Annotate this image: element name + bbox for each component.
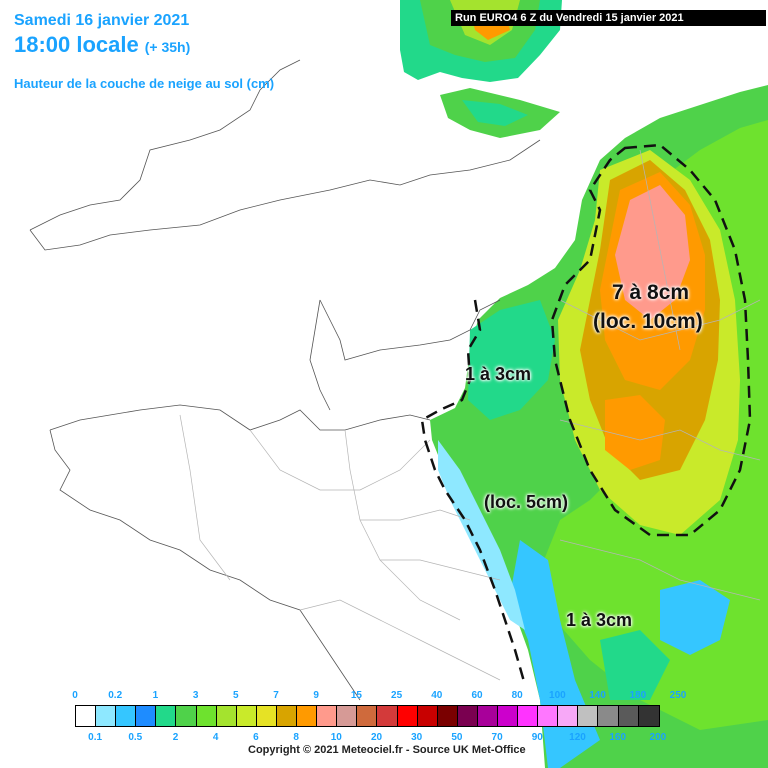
- legend-swatch: [578, 706, 599, 726]
- legend-label-top: 140: [589, 690, 606, 701]
- legend-swatch: [76, 706, 97, 726]
- legend-label-top: 100: [549, 690, 566, 701]
- legend-swatch: [256, 706, 277, 726]
- coastlines: [29, 59, 541, 701]
- legend-swatch: [598, 706, 619, 726]
- legend-swatch: [236, 706, 257, 726]
- legend-swatch: [357, 706, 378, 726]
- legend-label-bottom: 70: [491, 732, 503, 743]
- legend-swatch: [437, 706, 458, 726]
- legend-label-bottom: 2: [172, 732, 179, 743]
- legend-swatch: [216, 706, 237, 726]
- legend-label-bottom: 0.1: [88, 732, 103, 743]
- legend-label-bottom: 20: [370, 732, 383, 743]
- legend-label-bottom: 4: [212, 732, 219, 743]
- legend-label-bottom: 90: [531, 732, 543, 743]
- copyright: Copyright © 2021 Meteociel.fr - Source U…: [248, 744, 526, 756]
- annotation-south-zone: 1 à 3cm: [566, 610, 633, 630]
- legend-label-bottom: 160: [609, 732, 627, 743]
- legend-label-bottom: 8: [293, 732, 299, 743]
- forecast-lead: (+ 35h): [144, 39, 191, 55]
- legend-swatch: [638, 706, 659, 726]
- run-banner: Run EURO4 6 Z du Vendredi 15 janvier 202…: [451, 10, 766, 26]
- legend-label-bottom: 30: [411, 732, 423, 743]
- legend-label-top: 25: [391, 690, 403, 701]
- snow-field-continent: [430, 85, 768, 768]
- legend-swatch: [558, 706, 579, 726]
- legend-swatch: [196, 706, 217, 726]
- legend-swatch: [497, 706, 519, 726]
- parameter-title: Hauteur de la couche de neige au sol (cm…: [14, 76, 275, 91]
- legend-swatch: [518, 706, 539, 726]
- forecast-time: 18:00 locale (+ 35h): [14, 32, 190, 58]
- legend-label-top: 9: [313, 690, 319, 701]
- legend-label-top: 80: [511, 690, 523, 701]
- annotation-center-local: (loc. 5cm): [484, 492, 569, 512]
- legend-swatch: [96, 706, 117, 726]
- legend-swatch: [136, 706, 157, 726]
- legend-swatch: [377, 706, 398, 726]
- dashed-contours: [420, 143, 752, 686]
- legend-label-top: 0.2: [108, 690, 123, 701]
- legend-swatch: [618, 706, 639, 726]
- legend-swatch: [538, 706, 559, 726]
- annotation-west-zone: 1 à 3cm: [465, 364, 532, 384]
- color-legend: 0 0.2 1 3 5 7 9 15 25 40 60 80 100 140 180 250 0.1 0.5 2 4 6…: [72, 690, 697, 743]
- legend-label-top: 15: [350, 690, 362, 701]
- legend-label-top: 180: [629, 690, 647, 701]
- region-borders: [179, 149, 761, 681]
- legend-label-top: 40: [431, 690, 443, 701]
- legend-swatch: [297, 706, 318, 726]
- legend-label-top: 7: [273, 690, 279, 701]
- legend-swatch: [337, 706, 358, 726]
- legend-label-bottom: 120: [569, 732, 586, 743]
- legend-label-top: 1: [152, 690, 159, 701]
- legend-label-top: 5: [233, 690, 239, 701]
- contour-west-zone: [420, 299, 527, 686]
- legend-label-bottom: 6: [253, 732, 259, 743]
- legend-label-top: 3: [192, 690, 199, 701]
- annotation-high-zone-amount: 7 à 8cm: [612, 281, 690, 304]
- legend-label-top: 250: [669, 690, 687, 701]
- legend-swatch: [317, 706, 338, 726]
- legend-color-bar: [75, 705, 660, 727]
- legend-swatch: [156, 706, 177, 726]
- legend-swatch: [116, 706, 137, 726]
- annotation-high-zone-local: (loc. 10cm): [593, 310, 703, 333]
- legend-swatch: [276, 706, 298, 726]
- legend-swatch: [417, 706, 438, 726]
- legend-swatch: [457, 706, 478, 726]
- legend-label-bottom: 50: [451, 732, 463, 743]
- legend-swatch: [397, 706, 418, 726]
- legend-label-top: 0: [72, 690, 78, 701]
- forecast-time-value: 18:00 locale: [14, 32, 139, 57]
- legend-label-bottom: 200: [649, 732, 667, 743]
- legend-swatch: [477, 706, 498, 726]
- legend-swatch: [176, 706, 197, 726]
- legend-label-bottom: 10: [330, 732, 342, 743]
- forecast-date: Samedi 16 janvier 2021: [14, 12, 190, 29]
- legend-label-bottom: 0.5: [128, 732, 143, 743]
- legend-label-top: 60: [471, 690, 483, 701]
